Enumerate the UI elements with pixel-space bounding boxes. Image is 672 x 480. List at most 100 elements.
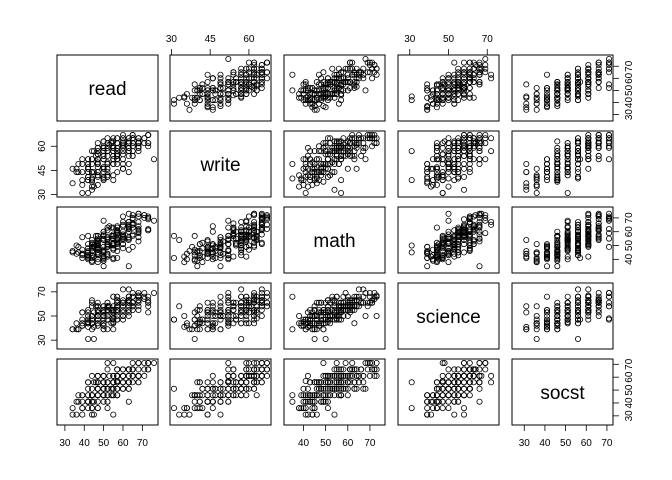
data-point: [309, 169, 316, 176]
panel-frame: [511, 358, 614, 426]
data-point: [309, 398, 316, 405]
data-point: [554, 306, 561, 313]
data-point: [230, 85, 237, 92]
data-point: [351, 320, 358, 327]
data-point: [289, 392, 296, 399]
data-point: [349, 59, 356, 66]
data-point: [344, 297, 351, 304]
data-point: [289, 71, 296, 78]
data-point: [544, 252, 551, 259]
variable-label: science: [416, 307, 480, 328]
data-point: [114, 144, 121, 151]
data-point: [176, 236, 183, 243]
data-point: [575, 293, 582, 300]
data-point: [451, 245, 458, 252]
panel-frame: [56, 54, 159, 122]
data-point: [145, 359, 152, 366]
data-point: [120, 135, 127, 142]
data-point: [225, 359, 232, 366]
data-point: [445, 231, 452, 238]
data-point: [85, 323, 92, 330]
data-point: [220, 312, 227, 319]
data-point: [533, 257, 540, 264]
data-point: [360, 71, 367, 78]
data-point: [342, 65, 349, 72]
data-point: [470, 372, 477, 379]
data-point: [141, 296, 148, 303]
data-point: [225, 217, 232, 224]
data-point: [230, 71, 237, 78]
data-point: [243, 359, 250, 366]
data-point: [585, 71, 592, 78]
data-point: [575, 221, 582, 228]
data-point: [575, 75, 582, 82]
data-point: [595, 234, 602, 241]
data-point: [114, 372, 121, 379]
data-point: [311, 169, 318, 176]
data-point: [258, 69, 265, 76]
data-point: [338, 81, 345, 88]
data-point: [428, 97, 435, 104]
data-point: [460, 227, 467, 234]
data-point: [125, 234, 132, 241]
data-point: [220, 385, 227, 392]
tick-label: 30: [519, 438, 531, 449]
data-point: [349, 359, 356, 366]
data-point: [335, 385, 342, 392]
data-point: [575, 140, 582, 147]
data-point: [318, 379, 325, 386]
data-point: [342, 152, 349, 159]
data-point: [585, 309, 592, 316]
data-point: [488, 75, 495, 82]
data-point: [482, 56, 489, 63]
data-point: [606, 81, 613, 88]
data-point: [85, 169, 92, 176]
data-point: [371, 62, 378, 69]
data-point: [298, 320, 305, 327]
data-point: [120, 141, 127, 148]
data-point: [313, 411, 320, 418]
data-point: [466, 91, 473, 98]
data-point: [302, 377, 309, 384]
data-point: [258, 85, 265, 92]
data-point: [110, 359, 117, 366]
tick-label: 50: [560, 438, 572, 449]
data-point: [100, 152, 107, 159]
data-point: [445, 385, 452, 392]
data-point: [353, 165, 360, 172]
data-point: [445, 235, 452, 242]
data-point: [544, 91, 551, 98]
data-point: [466, 366, 473, 373]
data-point: [191, 322, 198, 329]
data-point: [595, 59, 602, 66]
data-point: [470, 94, 477, 101]
data-point: [110, 385, 117, 392]
scatter-panel-read-vs-socst: [511, 54, 614, 122]
data-point: [340, 372, 347, 379]
data-point: [564, 172, 571, 179]
data-point: [318, 309, 325, 316]
data-point: [340, 385, 347, 392]
data-point: [145, 366, 152, 373]
scatter-panel-socst-vs-math: [283, 358, 386, 426]
data-point: [238, 379, 245, 386]
data-point: [606, 225, 613, 232]
data-point: [564, 253, 571, 260]
data-point: [439, 140, 446, 147]
data-point: [258, 366, 265, 373]
data-point: [455, 392, 462, 399]
scatter-panel-write-vs-math: [283, 130, 386, 198]
data-point: [488, 135, 495, 142]
data-point: [533, 91, 540, 98]
data-point: [245, 372, 252, 379]
data-point: [94, 392, 101, 399]
data-point: [455, 91, 462, 98]
data-point: [476, 138, 483, 145]
data-point: [110, 379, 117, 386]
data-point: [523, 186, 530, 193]
data-point: [110, 392, 117, 399]
data-point: [209, 405, 216, 412]
data-point: [302, 164, 309, 171]
data-point: [606, 243, 613, 250]
